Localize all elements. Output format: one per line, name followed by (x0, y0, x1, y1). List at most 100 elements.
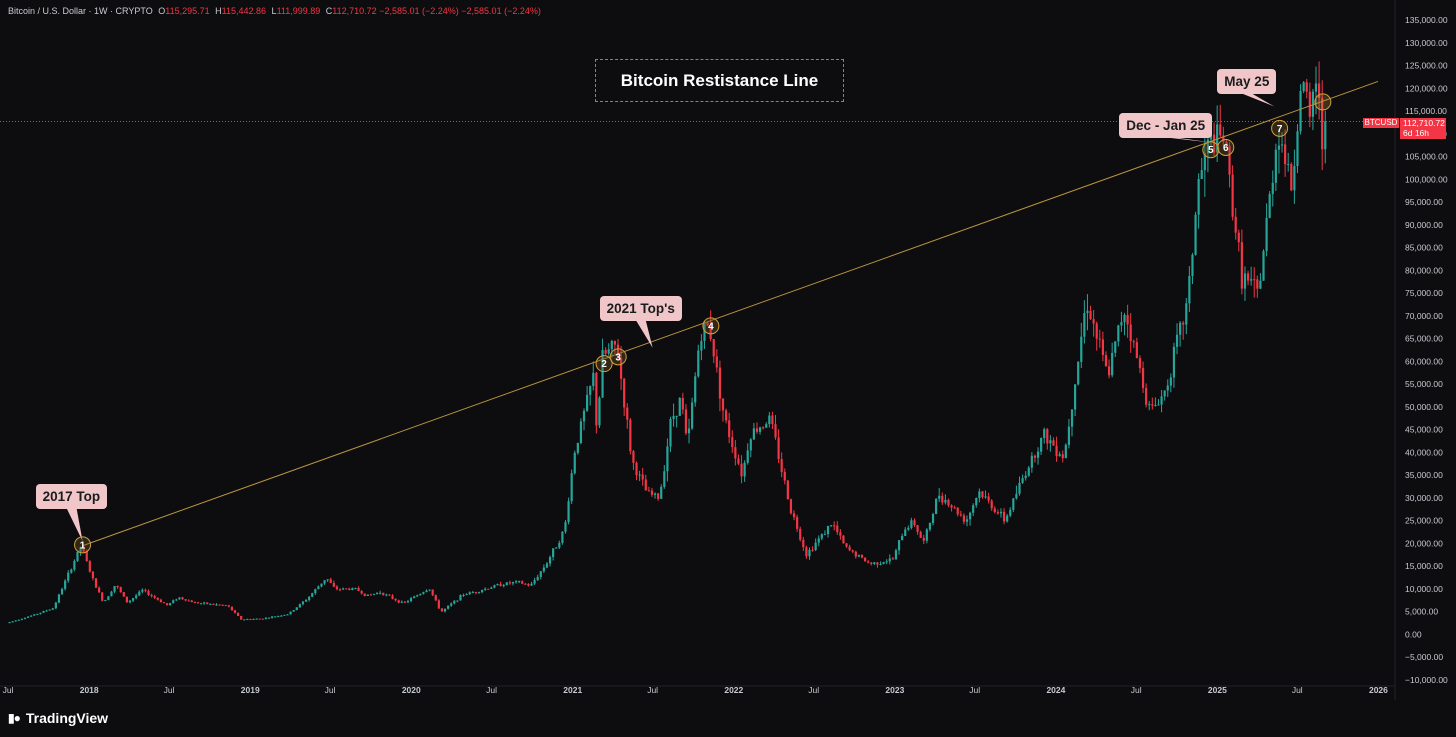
x-tick-label: Jul (325, 685, 336, 695)
candle-body (796, 517, 799, 529)
candle-body (678, 397, 681, 416)
candle-body (1030, 455, 1033, 468)
candle-body (33, 614, 36, 616)
candle-body (836, 525, 839, 533)
candle-body (1308, 91, 1311, 117)
x-tick-label: Jul (3, 685, 14, 695)
callout-label[interactable]: 2017 Top (35, 484, 108, 510)
candle-body (73, 560, 76, 570)
candle-body (1321, 98, 1324, 150)
candle-body (233, 610, 237, 613)
candle-body (215, 604, 218, 606)
candle-body (1188, 276, 1191, 304)
candle-body (638, 474, 641, 476)
candle-body (468, 592, 471, 595)
candle-body (388, 594, 391, 596)
candle-body (616, 344, 620, 359)
candle-body (901, 535, 904, 541)
x-axis-ticks: Jul 2018 Jul 2019 Jul 2020 Jul 2021 Jul 2022 Jul 20… (3, 685, 1389, 695)
candle-body (64, 580, 67, 589)
candle-body (342, 588, 345, 590)
candle-body (1225, 141, 1228, 146)
candle-body (1222, 135, 1225, 142)
candle-body (1169, 377, 1172, 386)
candle-body (780, 459, 783, 472)
candle-body (178, 597, 181, 600)
candle-body (839, 532, 842, 536)
candle-body (817, 538, 820, 543)
candle-body (1172, 346, 1176, 378)
x-tick-label: 2022 (724, 685, 743, 695)
candle-body (922, 537, 925, 541)
candle-body (295, 607, 298, 611)
y-tick-label: 75,000.00 (1405, 288, 1443, 298)
touch-marker-label: 5 (1208, 145, 1214, 156)
candle-body (385, 594, 388, 596)
candle-body (1259, 280, 1262, 289)
candle-body (298, 604, 301, 608)
candle-body (524, 583, 527, 585)
candle-body (224, 605, 227, 607)
candle-body (17, 619, 20, 621)
candle-body (910, 520, 913, 528)
candle-body (715, 356, 718, 368)
candle-body (304, 600, 308, 602)
tradingview-icon: ▮● (8, 711, 21, 725)
candle-body (289, 611, 292, 615)
candle-body (1268, 193, 1271, 218)
candle-body (447, 605, 450, 609)
candle-body (1246, 273, 1250, 281)
touch-marker (1271, 119, 1289, 137)
price-chart[interactable]: 135,000.00130,000.00125,000.00120,000.00… (0, 0, 1456, 700)
candle-body (978, 491, 981, 499)
candle-body (1219, 124, 1222, 136)
candle-body (308, 596, 311, 601)
touch-marker-label: 3 (615, 352, 621, 363)
chart-title[interactable]: Bitcoin Restistance Line (595, 59, 844, 102)
touch-marker-label: 7 (1277, 124, 1283, 135)
candle-body (947, 499, 950, 506)
touch-marker (74, 536, 92, 554)
candle-body (1073, 384, 1077, 410)
candle-body (863, 557, 867, 562)
touch-marker (609, 348, 627, 366)
candle-body (1274, 149, 1277, 183)
candle-body (360, 590, 363, 594)
callout-label[interactable]: 2021 Top's (599, 295, 682, 321)
candle-body (1141, 368, 1145, 389)
candle-body (882, 562, 885, 564)
candle-body (746, 450, 749, 463)
candle-body (1021, 478, 1024, 483)
candle-body (85, 551, 88, 562)
callout-label[interactable]: Dec - Jan 25 (1119, 112, 1213, 138)
candle-body (249, 619, 252, 621)
candle-body (1154, 404, 1157, 406)
candle-body (169, 603, 172, 606)
candle-body (1157, 404, 1160, 406)
candle-body (490, 587, 493, 589)
candle-body (919, 531, 922, 538)
candle-body (1253, 279, 1256, 281)
x-tick-label: Jul (647, 685, 658, 695)
candle-body (567, 501, 570, 523)
candle-body (990, 500, 993, 509)
candle-body (897, 540, 901, 551)
y-tick-label: 5,000.00 (1405, 607, 1438, 617)
candle-body (366, 594, 369, 596)
candle-body (1064, 444, 1067, 459)
candle-body (172, 600, 175, 604)
candle-body (1228, 145, 1231, 175)
candle-body (687, 428, 691, 434)
tradingview-logo[interactable]: ▮● TradingView (8, 710, 108, 726)
candle-body (789, 499, 793, 514)
callout-label[interactable]: May 25 (1217, 69, 1277, 95)
candle-body (1302, 82, 1305, 92)
x-tick-label: Jul (164, 685, 175, 695)
callout-pointers (66, 93, 1275, 542)
candle-body (762, 427, 765, 429)
candle-body (539, 571, 542, 577)
candle-body (369, 594, 373, 596)
candle-body (613, 340, 617, 345)
candle-body (320, 583, 323, 587)
candle-body (518, 581, 521, 583)
